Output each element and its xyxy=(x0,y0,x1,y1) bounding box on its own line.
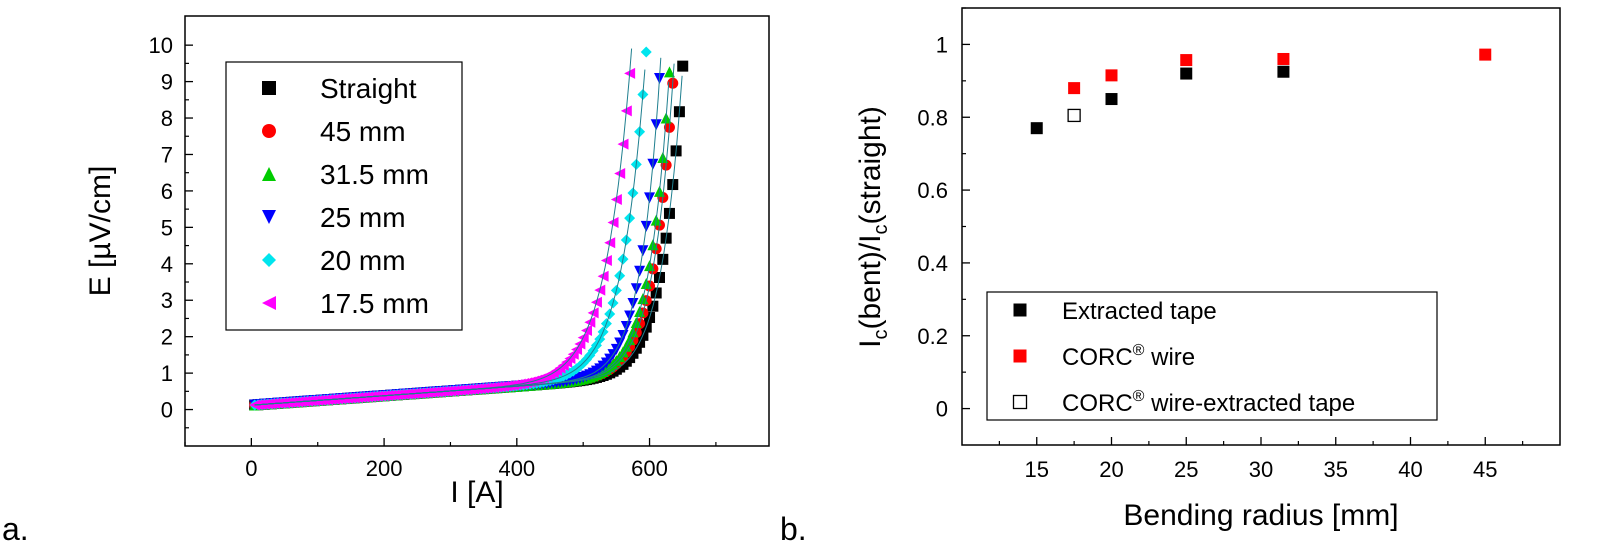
x-tick-label-a: 200 xyxy=(366,456,403,481)
legend-marker-a xyxy=(262,296,276,310)
legend-label-b: Extracted tape xyxy=(1062,298,1217,325)
x-tick-label-b: 15 xyxy=(1025,457,1049,482)
y-tick-label-a: 8 xyxy=(161,106,173,131)
y-tick-label-b: 0.2 xyxy=(917,324,948,349)
axis-ticks-b: 15 20 25 30 35 40 45 0 0.2 0.4 0.6 0.8 1 xyxy=(917,7,1524,482)
x-tick-label-b: 40 xyxy=(1398,457,1422,482)
x-tick-label-b: 35 xyxy=(1324,457,1348,482)
y-tick-label-b: 1 xyxy=(936,32,948,57)
legend-marker-a xyxy=(262,253,276,267)
legend-marker-b xyxy=(1012,394,1028,410)
y-axis-label-a: E [µV/cm] xyxy=(84,166,117,297)
legend-label-a: 25 mm xyxy=(320,202,406,233)
legend-label-a: 45 mm xyxy=(320,116,406,147)
legend-b: Extracted tape CORC® wire CORC® wire-extra… xyxy=(986,291,1438,421)
y-axis-label-b-sub2: c xyxy=(870,224,892,234)
plot-data-b xyxy=(1030,48,1492,135)
y-tick-label-b: 0.6 xyxy=(917,178,948,203)
legend-a: Straight 45 mm 31.5 mm 25 mm 20 mm 17.5 mm xyxy=(225,61,463,331)
legend-marker-b xyxy=(1013,303,1027,317)
y-axis-label-b-sub1: c xyxy=(870,330,892,340)
chart-a: 0 200 400 600 0 1 2 3 4 5 6 7 8 9 10 Straight 45 mm 31.5… xyxy=(2,15,770,547)
legend-label-b: CORC® wire-extracted tape xyxy=(1062,388,1355,417)
data-point xyxy=(677,60,689,72)
series-extracted-tape xyxy=(1030,65,1290,135)
x-tick-label-a: 400 xyxy=(498,456,535,481)
x-tick-label-b: 20 xyxy=(1099,457,1123,482)
plot-area-a xyxy=(184,15,770,447)
data-point xyxy=(1105,69,1118,82)
x-axis-label-a: I [A] xyxy=(450,476,503,509)
x-tick-label-b: 30 xyxy=(1249,457,1273,482)
x-tick-label-b: 45 xyxy=(1473,457,1497,482)
data-point xyxy=(1068,82,1081,95)
legend-box-b xyxy=(986,291,1438,421)
y-tick-label-a: 10 xyxy=(149,33,173,58)
y-tick-label-a: 5 xyxy=(161,215,173,240)
y-tick-label-b: 0.8 xyxy=(917,105,948,130)
data-point xyxy=(1030,122,1043,135)
series-corc-wire-extracted-tape xyxy=(1067,108,1081,123)
legend-marker-a xyxy=(262,167,276,181)
data-point xyxy=(1479,48,1492,61)
chart-b: 15 20 25 30 35 40 45 0 0.2 0.4 0.6 0.8 1 Extracted t… xyxy=(780,7,1561,547)
axis-ticks-a: 0 200 400 600 0 1 2 3 4 5 6 7 8 9 10 xyxy=(149,33,717,481)
data-point xyxy=(1067,108,1081,123)
x-axis-label-b: Bending radius [mm] xyxy=(1123,499,1398,532)
legend-label-b: CORC® wire xyxy=(1062,342,1195,371)
y-tick-label-a: 7 xyxy=(161,142,173,167)
data-point xyxy=(1180,67,1193,80)
y-axis-label-b-main: I xyxy=(854,340,887,348)
data-point xyxy=(1277,65,1290,78)
legend-label-a: 17.5 mm xyxy=(320,288,429,319)
data-point xyxy=(1180,54,1193,67)
legend-marker-a xyxy=(262,210,276,224)
data-point xyxy=(1105,93,1118,106)
data-point xyxy=(640,46,652,58)
legend-marker-b xyxy=(1013,349,1027,363)
data-point xyxy=(1277,52,1290,65)
panel-label-b: b. xyxy=(780,511,807,547)
legend-label-a: 31.5 mm xyxy=(320,159,429,190)
y-tick-label-a: 4 xyxy=(161,252,173,277)
legend-label-a: 20 mm xyxy=(320,245,406,276)
legend-box-a xyxy=(225,61,463,331)
x-tick-label-a: 0 xyxy=(245,456,257,481)
fit-line xyxy=(254,48,633,406)
data-point xyxy=(663,66,675,78)
x-tick-label-a: 600 xyxy=(631,456,668,481)
y-tick-label-a: 2 xyxy=(161,325,173,350)
y-tick-label-b: 0 xyxy=(936,397,948,422)
plot-data-a xyxy=(249,46,689,411)
y-tick-label-a: 3 xyxy=(161,288,173,313)
legend-label-a: Straight xyxy=(320,73,417,104)
y-tick-label-a: 6 xyxy=(161,179,173,204)
series-corc-wire xyxy=(1068,48,1492,95)
y-axis-label-b-mid: (bent)/I xyxy=(854,234,887,329)
y-tick-label-a: 0 xyxy=(161,398,173,423)
panel-label-a: a. xyxy=(2,511,29,547)
y-axis-label-b-end: (straight) xyxy=(854,106,887,224)
y-tick-label-a: 1 xyxy=(161,361,173,386)
y-tick-label-b: 0.4 xyxy=(917,251,948,276)
y-tick-label-a: 9 xyxy=(161,70,173,95)
legend-marker-a xyxy=(262,81,276,95)
y-axis-label-b: Ic(bent)/Ic(straight) xyxy=(854,106,892,348)
x-tick-label-b: 25 xyxy=(1174,457,1198,482)
legend-marker-a xyxy=(262,124,276,138)
